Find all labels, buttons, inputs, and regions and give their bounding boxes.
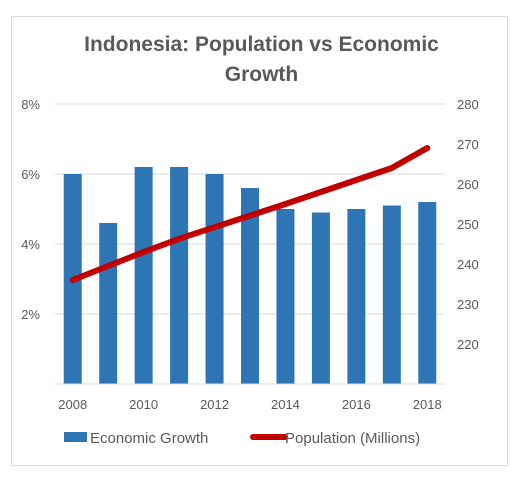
bar-economic-growth <box>205 174 224 384</box>
y-left-tick-label: 8% <box>21 97 40 112</box>
x-tick-label: 2014 <box>271 397 300 412</box>
y-left-tick-label: 6% <box>21 167 40 182</box>
chart-title: Indonesia: Population vs Economic Growth <box>0 30 523 90</box>
x-tick-label: 2010 <box>129 397 158 412</box>
bar-economic-growth <box>382 205 401 384</box>
y-right-tick-label: 230 <box>457 297 479 312</box>
bar-economic-growth <box>99 223 118 384</box>
y-right-tick-label: 240 <box>457 257 479 272</box>
legend-label-population: Population (Millions) <box>285 430 420 447</box>
y-right-tick-label: 260 <box>457 177 479 192</box>
legend-label-economic-growth: Economic Growth <box>90 430 208 447</box>
x-tick-label: 2012 <box>200 397 229 412</box>
y-left-tick-label: 2% <box>21 307 40 322</box>
y-right-tick-label: 280 <box>457 97 479 112</box>
chart-title-line-2: Growth <box>224 63 299 86</box>
line-population <box>69 145 431 283</box>
bar-economic-growth <box>134 167 153 384</box>
y-left-tick-label: 4% <box>21 237 40 252</box>
axes: 2% 4% 6% 8% 220 230 240 250 260 270 280 2008 2010 201… <box>21 97 479 412</box>
x-tick-label: 2016 <box>342 397 371 412</box>
bar-economic-growth <box>170 167 189 384</box>
bar-economic-growth <box>241 188 259 384</box>
chart-title-line-1: Indonesia: Population vs Economic <box>84 33 439 56</box>
y-right-tick-label: 250 <box>457 217 479 232</box>
bar-series <box>63 167 437 384</box>
x-tick-label: 2018 <box>413 397 442 412</box>
bar-economic-growth <box>311 212 330 384</box>
bar-economic-growth <box>418 202 437 384</box>
x-tick-label: 2008 <box>58 397 87 412</box>
legend: Economic Growth Population (Millions) <box>64 430 420 447</box>
bar-economic-growth <box>347 209 366 384</box>
y-right-tick-label: 220 <box>457 337 479 352</box>
bar-economic-growth <box>276 209 295 384</box>
line-series <box>69 145 431 283</box>
y-right-tick-label: 270 <box>457 137 479 152</box>
legend-swatch-economic-growth <box>64 432 87 442</box>
